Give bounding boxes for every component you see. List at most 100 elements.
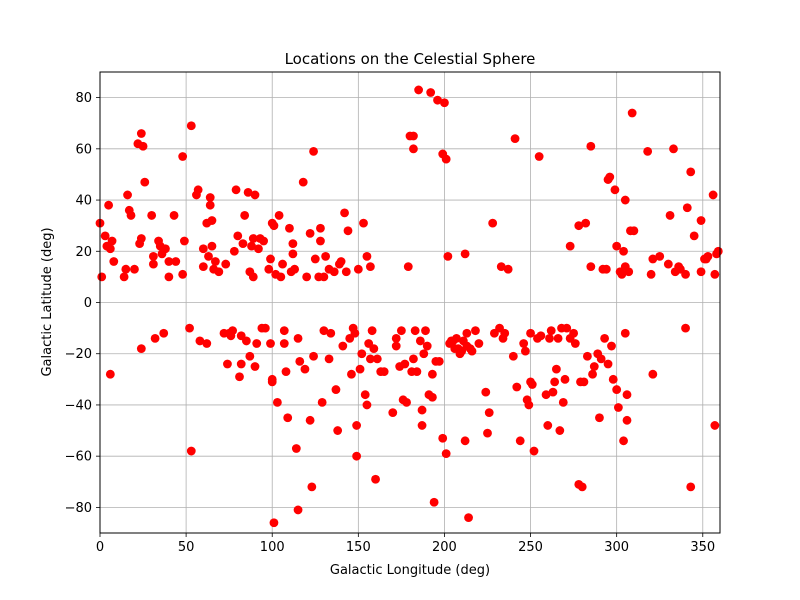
data-point xyxy=(512,382,522,392)
data-point xyxy=(104,200,114,210)
data-point xyxy=(136,344,146,353)
x-tick-label: 150 xyxy=(346,540,371,555)
data-point xyxy=(565,241,575,251)
data-point xyxy=(228,326,238,336)
data-point xyxy=(412,367,422,377)
data-point xyxy=(519,339,529,348)
data-point xyxy=(624,267,634,277)
data-point xyxy=(686,482,696,492)
data-point xyxy=(553,333,563,343)
data-point xyxy=(648,254,658,264)
data-point xyxy=(582,351,592,361)
data-point xyxy=(414,85,424,95)
x-axis-label: Galactic Longitude (deg) xyxy=(330,563,490,578)
data-point xyxy=(355,364,365,374)
data-point xyxy=(526,328,535,338)
data-point xyxy=(274,211,284,220)
grid-lines xyxy=(99,72,720,533)
data-point xyxy=(524,400,534,410)
data-point xyxy=(105,244,115,254)
data-point xyxy=(298,177,308,187)
data-point xyxy=(285,223,294,233)
data-point xyxy=(663,259,673,269)
data-point xyxy=(130,264,139,274)
data-point xyxy=(362,252,372,261)
y-tick-label: 0 xyxy=(84,296,92,311)
x-axis-ticks: 0 50 100 150 200 250 300 350 xyxy=(96,533,715,555)
data-point xyxy=(164,272,174,282)
data-point xyxy=(579,377,589,387)
data-point xyxy=(520,346,530,356)
data-point xyxy=(402,397,411,407)
data-point xyxy=(359,218,368,228)
data-point xyxy=(569,328,579,338)
data-point xyxy=(260,323,270,333)
data-point xyxy=(319,326,329,336)
data-point xyxy=(205,193,215,202)
data-point xyxy=(427,392,437,402)
data-point xyxy=(340,208,349,218)
data-point xyxy=(202,339,212,348)
data-point xyxy=(483,428,492,438)
data-point xyxy=(536,331,546,341)
data-point xyxy=(534,152,544,161)
data-point xyxy=(269,518,279,528)
data-point xyxy=(419,349,429,359)
data-point xyxy=(622,390,632,400)
data-point xyxy=(488,218,498,228)
data-point xyxy=(713,246,723,256)
y-axis-ticks: −80 −60 −40 −20 0 20 40 60 80 xyxy=(65,91,100,516)
data-point xyxy=(252,339,262,348)
data-point xyxy=(403,262,413,272)
data-point xyxy=(109,257,119,266)
data-point xyxy=(326,328,336,338)
data-point xyxy=(589,362,599,371)
data-point xyxy=(643,146,653,156)
data-point xyxy=(369,344,379,353)
data-point xyxy=(291,444,301,453)
data-point xyxy=(365,262,375,272)
data-point xyxy=(305,415,315,425)
data-point xyxy=(622,415,632,425)
data-point xyxy=(221,259,231,269)
data-point xyxy=(581,218,591,228)
data-point xyxy=(396,326,406,336)
data-point xyxy=(400,359,410,369)
data-point xyxy=(305,228,315,238)
data-point xyxy=(409,354,418,364)
data-point xyxy=(508,351,518,361)
data-point xyxy=(264,264,274,274)
data-point xyxy=(541,390,551,400)
data-point xyxy=(438,433,448,443)
data-point xyxy=(276,272,286,282)
data-point xyxy=(603,359,613,369)
data-point xyxy=(316,223,325,233)
data-point xyxy=(710,269,720,279)
y-tick-label: −60 xyxy=(65,450,92,465)
data-point xyxy=(279,326,289,336)
data-point xyxy=(193,185,203,195)
data-point xyxy=(248,234,258,243)
data-point xyxy=(546,326,556,336)
chart-title: Locations on the Celestial Sphere xyxy=(285,50,536,68)
data-point xyxy=(321,252,331,261)
data-point xyxy=(467,346,477,356)
data-point xyxy=(309,351,318,361)
data-point xyxy=(331,385,341,394)
data-point xyxy=(551,364,561,374)
data-point xyxy=(186,446,196,456)
data-point xyxy=(441,449,451,459)
data-point xyxy=(186,121,196,131)
data-point xyxy=(601,264,611,274)
data-point xyxy=(421,326,430,336)
data-point xyxy=(302,272,312,282)
data-point xyxy=(515,436,525,446)
data-point xyxy=(612,385,622,394)
data-point xyxy=(223,359,232,369)
data-point xyxy=(278,259,287,269)
data-point xyxy=(210,257,220,266)
data-point xyxy=(417,421,427,430)
x-tick-label: 200 xyxy=(432,540,457,555)
data-point xyxy=(293,505,303,515)
